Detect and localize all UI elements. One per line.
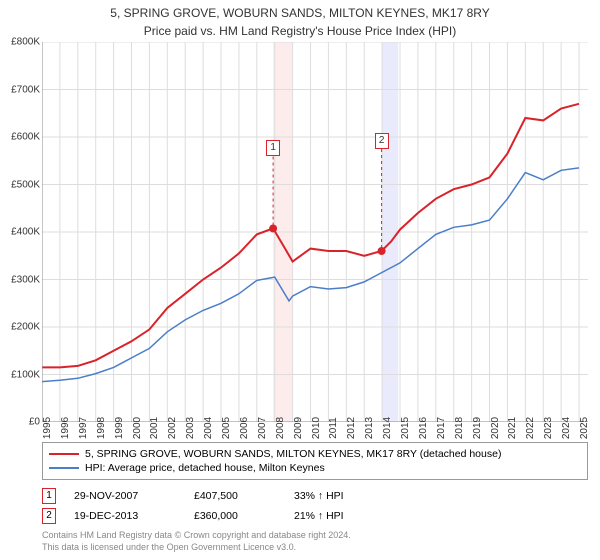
x-axis-label: 2018: [454, 417, 465, 439]
transaction-row: 1 29-NOV-2007£407,50033% ↑ HPI: [42, 486, 588, 506]
transaction-row: 2 19-DEC-2013£360,00021% ↑ HPI: [42, 506, 588, 526]
x-axis-label: 1998: [96, 417, 107, 439]
x-axis-label: 2003: [185, 417, 196, 439]
y-axis-label: £400K: [0, 227, 40, 238]
y-axis-label: £0: [0, 417, 40, 428]
x-axis-label: 2017: [436, 417, 447, 439]
transaction-date: 29-NOV-2007: [74, 490, 194, 502]
y-axis-label: £600K: [0, 132, 40, 143]
transaction-price: £360,000: [194, 510, 294, 522]
x-axis-label: 1995: [42, 417, 53, 439]
x-axis-label: 1996: [60, 417, 71, 439]
x-axis-label: 2007: [257, 417, 268, 439]
transaction-price: £407,500: [194, 490, 294, 502]
footer-line-2: This data is licensed under the Open Gov…: [42, 542, 588, 554]
footer-line-1: Contains HM Land Registry data © Crown c…: [42, 530, 588, 542]
event-marker-1: 1: [266, 140, 280, 156]
x-axis-label: 2025: [579, 417, 590, 439]
transaction-date: 19-DEC-2013: [74, 510, 194, 522]
y-axis-label: £800K: [0, 37, 40, 48]
x-axis-label: 2022: [525, 417, 536, 439]
x-axis-label: 2011: [328, 417, 339, 439]
x-axis-label: 2023: [543, 417, 554, 439]
title-line-2: Price paid vs. HM Land Registry's House …: [0, 22, 600, 40]
x-axis-label: 2002: [167, 417, 178, 439]
y-axis-label: £100K: [0, 369, 40, 380]
x-axis-label: 2016: [418, 417, 429, 439]
transaction-marker: 2: [42, 508, 56, 524]
chart-container: 5, SPRING GROVE, WOBURN SANDS, MILTON KE…: [0, 0, 600, 560]
x-axis-label: 2020: [490, 417, 501, 439]
x-axis-label: 2000: [132, 417, 143, 439]
x-axis-label: 2008: [275, 417, 286, 439]
legend-label: HPI: Average price, detached house, Milt…: [85, 462, 325, 474]
x-axis-label: 1999: [114, 417, 125, 439]
transaction-pct: 33% ↑ HPI: [294, 490, 394, 502]
x-axis-label: 1997: [78, 417, 89, 439]
chart-area: 12£0£100K£200K£300K£400K£500K£600K£700K£…: [42, 42, 588, 422]
y-axis-label: £500K: [0, 179, 40, 190]
transaction-marker: 1: [42, 488, 56, 504]
transaction-pct: 21% ↑ HPI: [294, 510, 394, 522]
x-axis-label: 2015: [400, 417, 411, 439]
transaction-table: 1 29-NOV-2007£407,50033% ↑ HPI 2 19-DEC-201…: [42, 486, 588, 526]
y-axis-label: £300K: [0, 274, 40, 285]
legend: 5, SPRING GROVE, WOBURN SANDS, MILTON KE…: [42, 442, 588, 480]
x-axis-label: 2014: [382, 417, 393, 439]
legend-item: HPI: Average price, detached house, Milt…: [49, 461, 581, 475]
x-axis-label: 2001: [149, 417, 160, 439]
x-axis-label: 2009: [293, 417, 304, 439]
x-axis-label: 2010: [311, 417, 322, 439]
x-axis-label: 2013: [364, 417, 375, 439]
x-axis-label: 2021: [507, 417, 518, 439]
x-axis-label: 2019: [472, 417, 483, 439]
title-block: 5, SPRING GROVE, WOBURN SANDS, MILTON KE…: [0, 0, 600, 40]
x-axis-label: 2012: [346, 417, 357, 439]
legend-swatch: [49, 453, 79, 455]
x-axis-label: 2006: [239, 417, 250, 439]
event-marker-2: 2: [375, 133, 389, 149]
legend-item: 5, SPRING GROVE, WOBURN SANDS, MILTON KE…: [49, 447, 581, 461]
line-chart-svg: [42, 42, 588, 422]
y-axis-label: £700K: [0, 84, 40, 95]
legend-swatch: [49, 467, 79, 469]
title-line-1: 5, SPRING GROVE, WOBURN SANDS, MILTON KE…: [0, 4, 600, 22]
legend-label: 5, SPRING GROVE, WOBURN SANDS, MILTON KE…: [85, 448, 501, 460]
footer-attribution: Contains HM Land Registry data © Crown c…: [42, 530, 588, 553]
y-axis-label: £200K: [0, 322, 40, 333]
x-axis-label: 2004: [203, 417, 214, 439]
x-axis-label: 2005: [221, 417, 232, 439]
x-axis-label: 2024: [561, 417, 572, 439]
